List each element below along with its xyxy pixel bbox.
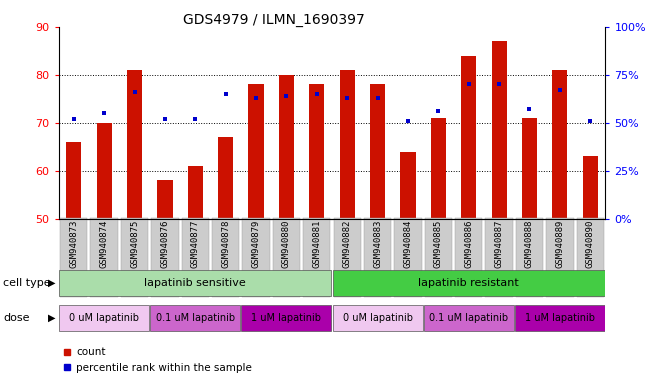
- Bar: [96, 123, 112, 219]
- FancyBboxPatch shape: [212, 218, 240, 297]
- Text: GSM940880: GSM940880: [282, 219, 291, 268]
- Text: dose: dose: [3, 313, 30, 323]
- FancyBboxPatch shape: [515, 305, 605, 331]
- Text: GSM940886: GSM940886: [464, 219, 473, 268]
- Bar: [370, 84, 385, 219]
- Text: GSM940883: GSM940883: [373, 219, 382, 268]
- Text: GSM940875: GSM940875: [130, 219, 139, 268]
- Text: GSM940888: GSM940888: [525, 219, 534, 268]
- FancyBboxPatch shape: [516, 218, 543, 297]
- FancyBboxPatch shape: [60, 218, 87, 297]
- FancyBboxPatch shape: [242, 218, 270, 297]
- Text: lapatinib resistant: lapatinib resistant: [419, 278, 519, 288]
- FancyBboxPatch shape: [242, 305, 331, 331]
- FancyBboxPatch shape: [424, 305, 514, 331]
- FancyBboxPatch shape: [182, 218, 209, 297]
- Bar: [340, 70, 355, 219]
- Text: GSM940887: GSM940887: [495, 219, 504, 268]
- Text: lapatinib sensitive: lapatinib sensitive: [145, 278, 246, 288]
- FancyBboxPatch shape: [333, 270, 605, 296]
- FancyBboxPatch shape: [59, 305, 149, 331]
- FancyBboxPatch shape: [150, 305, 240, 331]
- Text: GSM940890: GSM940890: [586, 219, 595, 268]
- Bar: [66, 142, 81, 219]
- Bar: [279, 75, 294, 219]
- Text: GSM940873: GSM940873: [69, 219, 78, 268]
- Text: GSM940881: GSM940881: [312, 219, 322, 268]
- FancyBboxPatch shape: [90, 218, 118, 297]
- Bar: [492, 41, 506, 219]
- Text: 1 uM lapatinib: 1 uM lapatinib: [525, 313, 595, 323]
- Text: GSM940889: GSM940889: [555, 219, 564, 268]
- FancyBboxPatch shape: [364, 218, 391, 297]
- Text: GSM940882: GSM940882: [342, 219, 352, 268]
- Text: 0.1 uM lapatinib: 0.1 uM lapatinib: [429, 313, 508, 323]
- Text: 0 uM lapatinib: 0 uM lapatinib: [342, 313, 413, 323]
- Bar: [552, 70, 568, 219]
- FancyBboxPatch shape: [59, 270, 331, 296]
- Bar: [218, 137, 233, 219]
- Bar: [400, 152, 415, 219]
- Bar: [431, 118, 446, 219]
- Bar: [158, 180, 173, 219]
- Text: cell type: cell type: [3, 278, 51, 288]
- FancyBboxPatch shape: [546, 218, 574, 297]
- Text: GSM940885: GSM940885: [434, 219, 443, 268]
- FancyBboxPatch shape: [424, 218, 452, 297]
- FancyBboxPatch shape: [273, 218, 300, 297]
- Text: 0.1 uM lapatinib: 0.1 uM lapatinib: [156, 313, 235, 323]
- Bar: [249, 84, 264, 219]
- Text: GSM940884: GSM940884: [404, 219, 413, 268]
- Text: 0 uM lapatinib: 0 uM lapatinib: [69, 313, 139, 323]
- Text: ▶: ▶: [48, 313, 55, 323]
- Bar: [461, 56, 477, 219]
- FancyBboxPatch shape: [303, 218, 331, 297]
- FancyBboxPatch shape: [455, 218, 482, 297]
- Legend: count, percentile rank within the sample: count, percentile rank within the sample: [57, 343, 256, 377]
- Bar: [187, 166, 203, 219]
- Text: GDS4979 / ILMN_1690397: GDS4979 / ILMN_1690397: [182, 13, 365, 27]
- FancyBboxPatch shape: [151, 218, 178, 297]
- FancyBboxPatch shape: [486, 218, 513, 297]
- Text: GSM940879: GSM940879: [251, 219, 260, 268]
- Bar: [522, 118, 537, 219]
- Text: GSM940876: GSM940876: [160, 219, 169, 268]
- Text: 1 uM lapatinib: 1 uM lapatinib: [251, 313, 322, 323]
- FancyBboxPatch shape: [577, 218, 604, 297]
- FancyBboxPatch shape: [333, 305, 422, 331]
- Text: GSM940874: GSM940874: [100, 219, 109, 268]
- Bar: [309, 84, 324, 219]
- FancyBboxPatch shape: [121, 218, 148, 297]
- Bar: [583, 157, 598, 219]
- Text: ▶: ▶: [48, 278, 55, 288]
- Text: GSM940877: GSM940877: [191, 219, 200, 268]
- Bar: [127, 70, 142, 219]
- FancyBboxPatch shape: [395, 218, 422, 297]
- FancyBboxPatch shape: [333, 218, 361, 297]
- Text: GSM940878: GSM940878: [221, 219, 230, 268]
